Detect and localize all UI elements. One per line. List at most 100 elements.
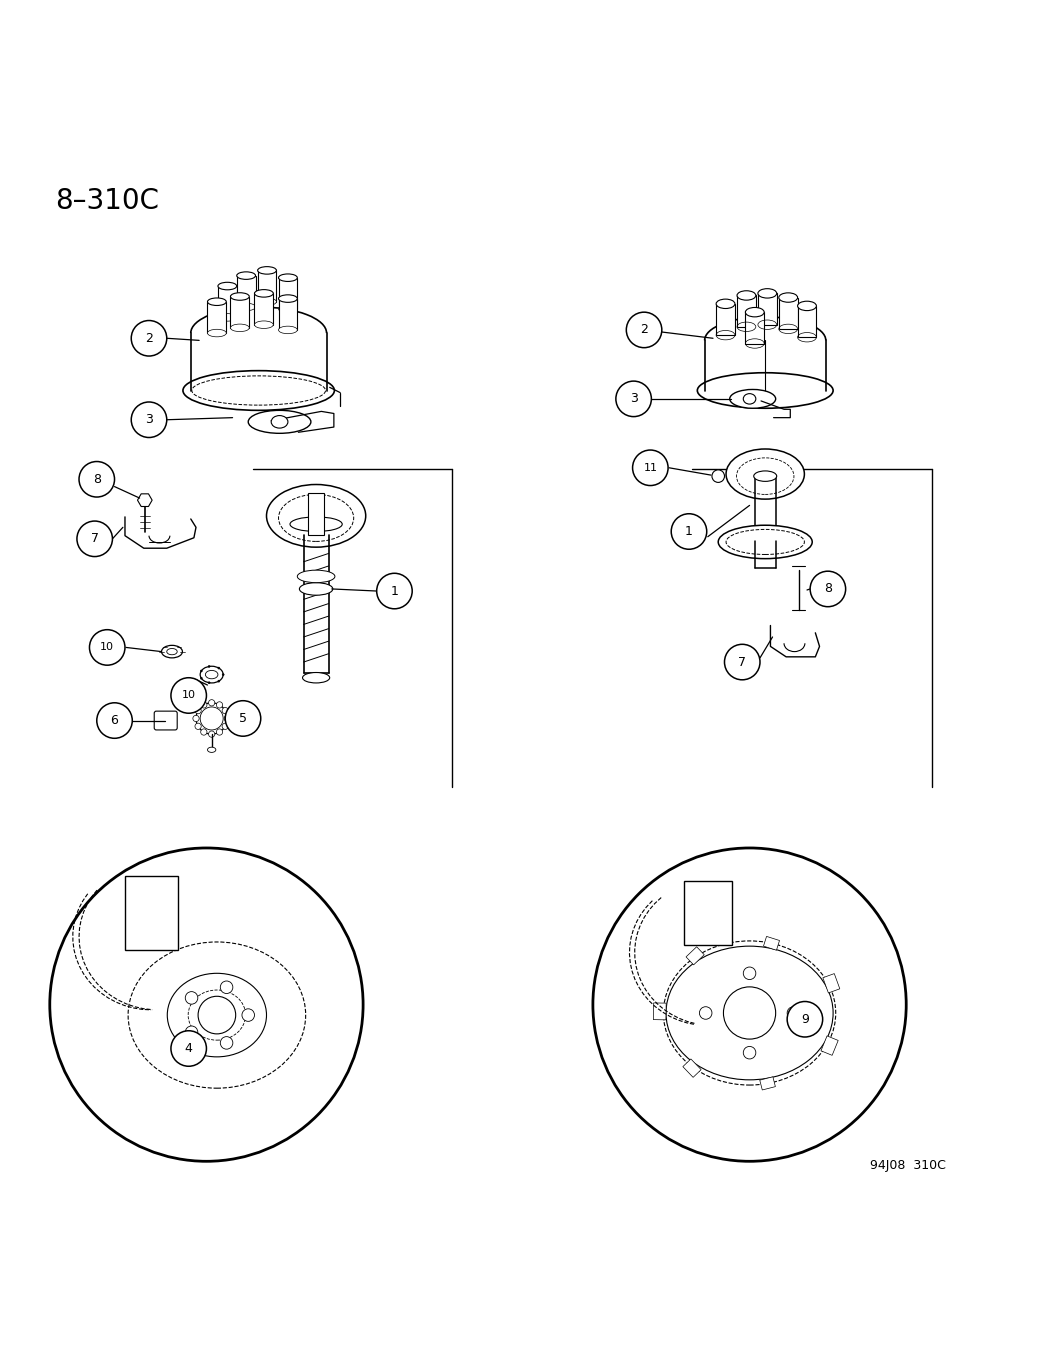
Circle shape	[185, 991, 197, 1005]
Circle shape	[811, 572, 845, 607]
Circle shape	[632, 451, 668, 486]
Circle shape	[788, 1002, 822, 1037]
Text: 1: 1	[391, 585, 398, 597]
Ellipse shape	[248, 410, 311, 433]
Bar	[230, 296, 249, 328]
Bar	[254, 293, 273, 324]
Ellipse shape	[278, 325, 297, 334]
Bar	[746, 312, 764, 343]
Ellipse shape	[218, 313, 236, 321]
Ellipse shape	[216, 729, 223, 736]
Circle shape	[201, 670, 203, 672]
Ellipse shape	[302, 672, 330, 683]
Ellipse shape	[236, 272, 255, 280]
Ellipse shape	[758, 289, 777, 299]
Ellipse shape	[230, 324, 249, 332]
Ellipse shape	[208, 330, 227, 336]
Ellipse shape	[666, 946, 833, 1080]
Ellipse shape	[208, 299, 227, 305]
Bar	[257, 270, 276, 301]
Ellipse shape	[223, 724, 228, 729]
Ellipse shape	[743, 394, 756, 404]
Bar	[236, 276, 255, 307]
Circle shape	[242, 1009, 254, 1021]
Text: 8: 8	[92, 473, 101, 486]
Text: 2: 2	[640, 323, 648, 336]
Circle shape	[198, 997, 235, 1034]
Circle shape	[131, 402, 167, 437]
Text: 9: 9	[801, 1013, 808, 1026]
FancyBboxPatch shape	[154, 712, 177, 730]
Circle shape	[185, 1026, 197, 1038]
Ellipse shape	[278, 274, 297, 281]
Ellipse shape	[225, 716, 230, 721]
Ellipse shape	[278, 305, 297, 313]
Circle shape	[171, 678, 207, 713]
Ellipse shape	[201, 666, 224, 683]
Text: 94J08  310C: 94J08 310C	[869, 1159, 946, 1171]
Text: 5: 5	[239, 712, 247, 725]
Circle shape	[77, 521, 112, 557]
Ellipse shape	[716, 299, 735, 308]
Ellipse shape	[230, 293, 249, 300]
Ellipse shape	[297, 570, 335, 582]
Circle shape	[743, 1046, 756, 1059]
Ellipse shape	[254, 321, 273, 328]
Polygon shape	[686, 947, 705, 964]
Polygon shape	[823, 974, 840, 993]
Text: 4: 4	[185, 1042, 192, 1054]
Ellipse shape	[299, 582, 333, 596]
Text: 2: 2	[145, 332, 153, 344]
Circle shape	[79, 461, 114, 498]
Text: 7: 7	[90, 533, 99, 545]
Ellipse shape	[201, 707, 224, 730]
Ellipse shape	[216, 702, 223, 707]
Ellipse shape	[236, 303, 255, 311]
Circle shape	[699, 1006, 712, 1020]
Ellipse shape	[167, 648, 177, 655]
Ellipse shape	[162, 646, 183, 658]
Ellipse shape	[798, 301, 817, 311]
Circle shape	[201, 677, 203, 679]
Ellipse shape	[167, 974, 267, 1057]
Ellipse shape	[271, 416, 288, 428]
Ellipse shape	[188, 990, 246, 1040]
Polygon shape	[763, 936, 779, 950]
Text: 8–310C: 8–310C	[55, 187, 159, 215]
Ellipse shape	[193, 716, 200, 721]
Ellipse shape	[257, 266, 276, 274]
Circle shape	[220, 1037, 233, 1049]
FancyBboxPatch shape	[125, 876, 178, 951]
Text: 11: 11	[644, 463, 657, 473]
Ellipse shape	[195, 724, 202, 729]
Ellipse shape	[726, 449, 804, 499]
Ellipse shape	[128, 941, 306, 1088]
Circle shape	[616, 381, 651, 417]
Ellipse shape	[201, 702, 207, 707]
Bar	[208, 301, 227, 334]
Bar	[218, 286, 236, 317]
Circle shape	[626, 312, 662, 347]
Ellipse shape	[206, 670, 218, 679]
Ellipse shape	[208, 748, 216, 752]
Text: 6: 6	[110, 714, 119, 728]
Text: 1: 1	[685, 525, 693, 538]
Ellipse shape	[746, 308, 764, 317]
Text: 3: 3	[145, 413, 153, 426]
Polygon shape	[760, 1077, 775, 1089]
Circle shape	[723, 987, 776, 1040]
Circle shape	[593, 847, 906, 1161]
Ellipse shape	[737, 291, 756, 300]
Ellipse shape	[183, 371, 334, 410]
Ellipse shape	[290, 516, 342, 531]
Circle shape	[671, 514, 707, 549]
Ellipse shape	[209, 730, 215, 737]
Circle shape	[217, 667, 219, 668]
Circle shape	[743, 967, 756, 979]
Ellipse shape	[697, 373, 833, 409]
Circle shape	[712, 469, 724, 483]
Ellipse shape	[196, 703, 228, 734]
Polygon shape	[138, 494, 152, 507]
Polygon shape	[653, 1003, 666, 1020]
Circle shape	[89, 629, 125, 666]
